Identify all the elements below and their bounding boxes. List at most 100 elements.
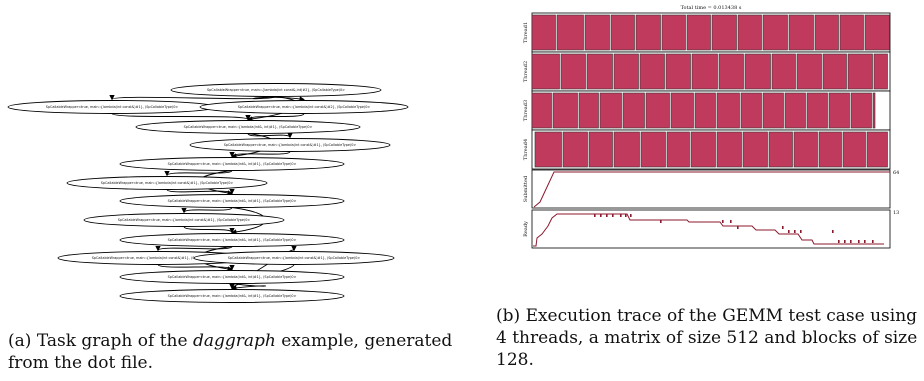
task-box <box>531 92 552 129</box>
caption-a: (a) Task graph of the daggraph example, … <box>8 330 478 374</box>
dag-edge <box>252 96 305 102</box>
task-box <box>718 53 744 90</box>
dag-node: SpCallableWrapper<true, main::{lambda(in… <box>83 213 285 227</box>
task-box <box>534 131 562 168</box>
thread-label: Thread1 <box>523 22 529 43</box>
dag-edge <box>109 94 277 101</box>
task-box <box>711 14 737 51</box>
total-time-label: Total time = 0.013438 s <box>681 5 742 11</box>
dag-node: SpCallableWrapper<true, main::{lambda(in… <box>119 194 345 208</box>
ready-max: 13 <box>893 210 899 216</box>
ready-panel <box>531 209 891 249</box>
dag-nodes: SpCallableWrapper<true, main::{lambda(in… <box>7 83 409 303</box>
caption-b: (b) Execution trace of the GEMM test cas… <box>496 305 920 371</box>
task-box <box>740 92 762 129</box>
ready-spike <box>844 240 846 243</box>
dag-node: SpCallableWrapper<true, main::{lambda(in… <box>199 100 409 114</box>
task-box <box>691 53 718 90</box>
dag-node-ellipse <box>199 100 409 114</box>
thread-label: Thread4 <box>523 139 529 160</box>
ready-spike <box>782 226 784 229</box>
task-box <box>793 131 818 168</box>
task-box <box>762 14 788 51</box>
task-box <box>578 92 599 129</box>
task-box <box>814 14 839 51</box>
ready-spike <box>606 214 608 217</box>
dag-node-label: SpCallableWrapper<true, main::{lambda(in… <box>184 125 313 129</box>
task-box <box>847 53 873 90</box>
task-box <box>552 92 578 129</box>
caption-b-label: (b) <box>496 306 521 326</box>
execution-trace-figure: Total time = 0.013438 s Thread1 Thread2 Thr… <box>523 5 899 249</box>
task-box <box>586 53 613 90</box>
dag-edge <box>157 264 235 271</box>
ready-spike <box>630 214 632 217</box>
caption-a-italic: daggraph <box>192 331 276 351</box>
ready-spike <box>872 240 874 243</box>
dag-node-ellipse <box>119 270 345 284</box>
task-box <box>796 53 822 90</box>
dag-node: SpCallableWrapper<true, main::{lambda(in… <box>119 157 345 171</box>
dag-node-label: SpCallableWrapper<true, main::{lambda(in… <box>168 294 297 298</box>
task-box <box>771 53 796 90</box>
task-box <box>873 53 888 90</box>
caption-a-text-1: Task graph of the <box>36 331 193 351</box>
dag-node: SpCallableWrapper<true, main::{lambda(in… <box>7 100 217 114</box>
task-box <box>850 92 872 129</box>
task-box <box>806 92 828 129</box>
task-box <box>744 53 771 90</box>
task-box <box>666 131 690 168</box>
ready-spike <box>730 220 732 223</box>
caption-a-text-2: example, generated from the dot file. <box>8 331 453 373</box>
task-box <box>640 131 666 168</box>
task-box <box>822 53 847 90</box>
task-box <box>768 131 793 168</box>
ready-spike <box>625 214 627 217</box>
task-box <box>842 131 866 168</box>
dag-node: SpCallableWrapper<true, main::{lambda(in… <box>189 138 391 152</box>
ready-spike <box>864 240 866 243</box>
dag-edge <box>181 207 233 214</box>
task-box <box>788 14 814 51</box>
task-box <box>661 14 686 51</box>
dag-edge <box>166 188 235 195</box>
task-box <box>562 131 588 168</box>
ready-spike <box>832 230 834 233</box>
task-box <box>599 92 622 129</box>
task-box <box>639 53 665 90</box>
task-box <box>665 53 691 90</box>
ready-spike <box>737 226 739 229</box>
dag-node-label: SpCallableWrapper<true, main::{lambda(in… <box>92 256 225 260</box>
thread-label: Thread2 <box>523 61 529 82</box>
caption-b-text: Execution trace of the GEMM test case us… <box>496 306 918 370</box>
task-box <box>588 131 613 168</box>
dag-node-ellipse <box>189 138 391 152</box>
dag-node-label: SpCallableWrapper<true, main::{lambda(in… <box>168 199 297 203</box>
task-box <box>613 53 639 90</box>
task-box <box>556 14 584 51</box>
dag-node-label: SpCallableWrapper<true, main::{lambda(in… <box>168 275 297 279</box>
ready-spike <box>660 220 662 223</box>
dag-edge <box>231 283 267 291</box>
task-box <box>645 92 670 129</box>
task-box <box>839 14 864 51</box>
task-box <box>531 53 560 90</box>
dag-edge <box>247 132 293 139</box>
task-box <box>694 92 716 129</box>
ready-spike <box>800 230 802 233</box>
dag-node-label: SpCallableWrapper<true, main::{lambda(in… <box>46 105 179 109</box>
ready-spike <box>612 214 614 217</box>
dag-node-label: SpCallableWrapper<true, main::{lambda(in… <box>207 88 345 92</box>
ready-curve <box>533 213 884 247</box>
dag-node-label: SpCallableWrapper<true, main::{lambda(in… <box>118 218 251 222</box>
ready-spike <box>858 240 860 243</box>
dag-node-ellipse <box>119 157 345 171</box>
dag-node-label: SpCallableWrapper<true, main::{lambda(in… <box>168 162 297 166</box>
submitted-curve <box>533 171 890 208</box>
ready-spike <box>850 240 852 243</box>
dag-edge <box>245 113 305 121</box>
dag-edge <box>164 170 233 177</box>
dag-node: SpCallableWrapper<true, main::{lambda(in… <box>119 289 345 303</box>
task-box <box>866 131 888 168</box>
caption-a-label: (a) <box>8 331 32 351</box>
